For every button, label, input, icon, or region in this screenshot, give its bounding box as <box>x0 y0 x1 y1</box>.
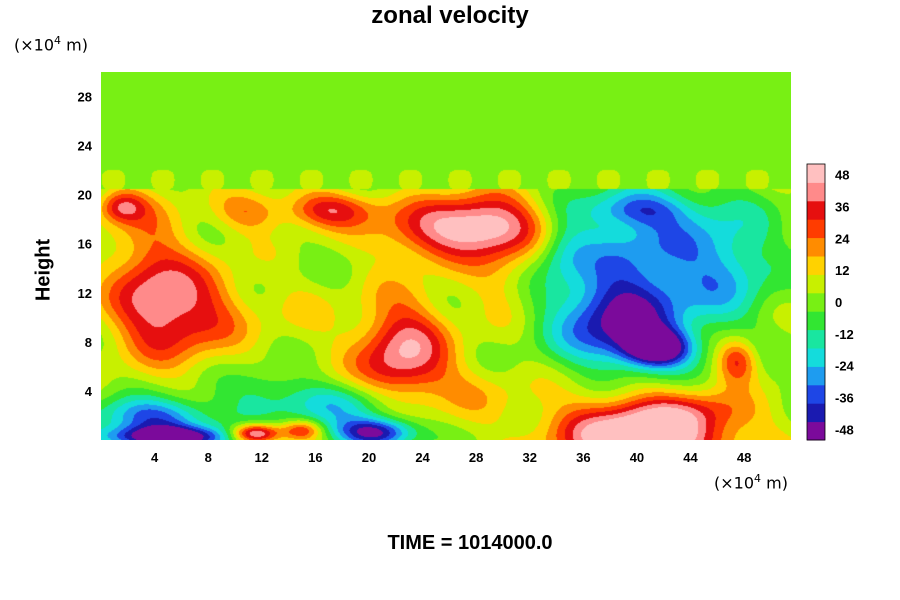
colorbar-segment <box>807 292 825 312</box>
contour-field <box>101 72 791 440</box>
colorbar-segment <box>807 311 825 331</box>
colorbar-label: -24 <box>835 359 855 374</box>
x-tick-label: 28 <box>469 450 483 465</box>
x-tick-label: 12 <box>255 450 269 465</box>
y-tick-label: 8 <box>85 335 92 350</box>
chart-title: zonal velocity <box>371 2 529 29</box>
colorbar-segment <box>807 421 825 441</box>
colorbar-label: 12 <box>835 263 849 278</box>
x-tick-label: 16 <box>308 450 322 465</box>
colorbar-segment <box>807 256 825 275</box>
x-tick-label: 48 <box>737 450 751 465</box>
colorbar-segment <box>807 164 825 183</box>
y-unit-suffix: m) <box>61 35 88 55</box>
y-axis-unit-label: (×104 m) <box>14 34 88 54</box>
colorbar-frame <box>806 163 826 441</box>
y-tick-label: 20 <box>78 188 92 203</box>
y-tick-label: 28 <box>78 90 92 105</box>
x-tick-label: 44 <box>683 450 698 465</box>
time-label: TIME = 1014000.0 <box>387 532 553 554</box>
colorbar-segment <box>807 200 825 220</box>
x-tick-label: 40 <box>630 450 644 465</box>
x-tick-label: 8 <box>205 450 212 465</box>
y-tick-label: 12 <box>78 286 92 301</box>
colorbar: 48 36 24 12 0 -12 -24 -36 -48 <box>806 163 855 441</box>
y-tick-label: 16 <box>78 237 92 252</box>
colorbar-segment <box>807 348 825 367</box>
colorbar-segment <box>807 182 825 202</box>
colorbar-label: 48 <box>835 168 849 183</box>
x-unit-exponent: 4 <box>754 472 762 485</box>
x-tick-label: 20 <box>362 450 376 465</box>
y-tick-label: 24 <box>78 139 93 154</box>
colorbar-segment <box>807 329 825 349</box>
y-unit-exponent: 4 <box>54 34 62 47</box>
colorbar-segment <box>807 237 825 257</box>
x-tick-label: 32 <box>523 450 537 465</box>
colorbar-segment <box>807 366 825 386</box>
x-axis-unit-label: (×104 m) <box>714 472 788 492</box>
colorbar-label: -36 <box>835 391 854 406</box>
colorbar-label: 0 <box>835 295 842 310</box>
colorbar-label: 24 <box>835 231 850 246</box>
colorbar-segment <box>807 274 825 294</box>
x-unit-prefix: (×10 <box>714 473 755 493</box>
colorbar-label: -48 <box>835 422 854 437</box>
y-unit-prefix: (×10 <box>14 35 55 55</box>
x-unit-suffix: m) <box>761 473 788 493</box>
colorbar-label: -12 <box>835 327 854 342</box>
colorbar-label: 36 <box>835 199 849 214</box>
y-tick-label: 4 <box>85 384 93 399</box>
x-tick-label: 36 <box>576 450 590 465</box>
colorbar-segment <box>807 219 825 239</box>
x-tick-label: 24 <box>415 450 430 465</box>
colorbar-segment <box>807 384 825 404</box>
x-tick-label: 4 <box>151 450 159 465</box>
colorbar-segment <box>807 403 825 423</box>
